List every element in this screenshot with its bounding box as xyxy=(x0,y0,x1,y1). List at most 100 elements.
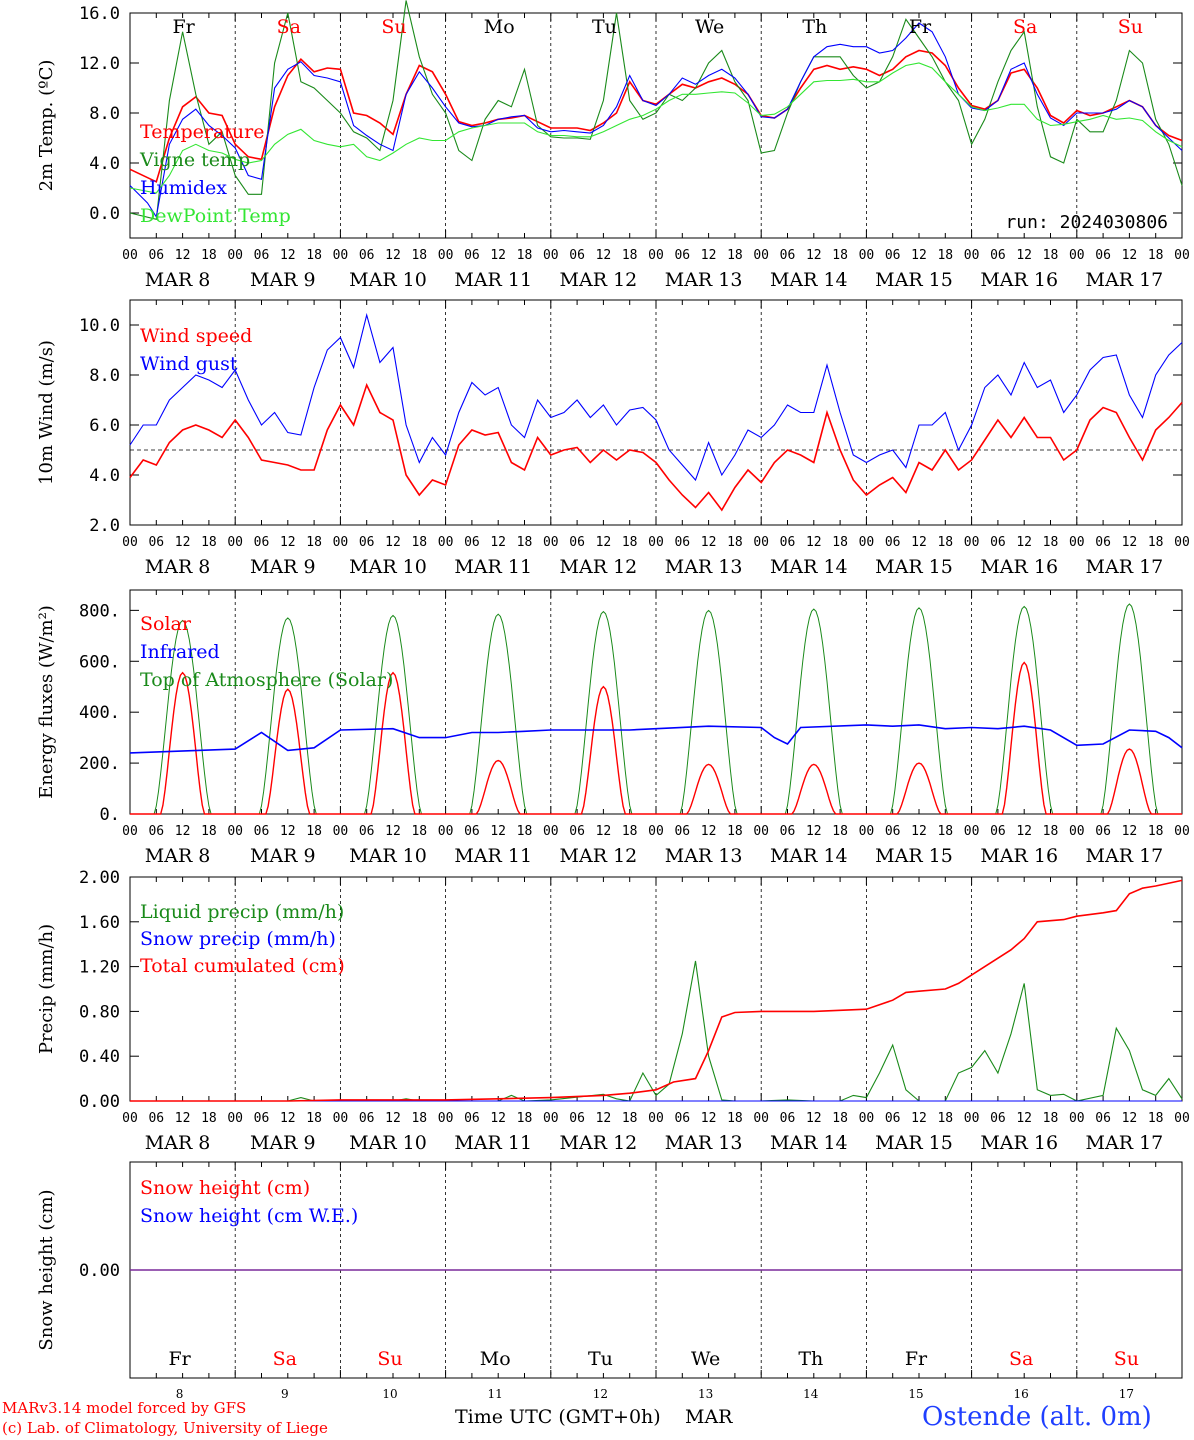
weekday-label: Th xyxy=(802,16,827,38)
hour-tick-label: 00 xyxy=(438,824,454,839)
date-label: MAR 10 xyxy=(349,269,427,291)
hour-tick-label: 12 xyxy=(175,824,191,839)
hour-tick-label: 12 xyxy=(385,824,401,839)
date-label: MAR 14 xyxy=(770,1132,848,1154)
solar-line xyxy=(866,762,972,815)
hour-tick-label: 06 xyxy=(148,535,164,550)
date-label: MAR 13 xyxy=(665,845,743,867)
hour-tick-label: 12 xyxy=(806,1111,822,1126)
hour-tick-label: 12 xyxy=(911,1111,927,1126)
y-axis-label: 10m Wind (m/s) xyxy=(36,340,57,485)
hour-tick-label: 00 xyxy=(964,824,980,839)
weekday-label-bottom: Sa xyxy=(1009,1348,1033,1370)
hour-tick-label: 00 xyxy=(859,248,875,263)
hour-tick-label: 06 xyxy=(254,824,270,839)
hour-tick-label: 12 xyxy=(911,248,927,263)
hour-tick-label: 06 xyxy=(464,535,480,550)
y-tick-label: 2.0 xyxy=(89,516,120,536)
hour-tick-label: 06 xyxy=(990,248,1006,263)
hour-tick-label: 12 xyxy=(490,535,506,550)
hour-tick-label: 06 xyxy=(990,824,1006,839)
date-label: MAR 15 xyxy=(875,269,953,291)
legend-entry: Infrared xyxy=(140,641,220,663)
solar-line xyxy=(1076,748,1182,815)
hour-tick-label: 06 xyxy=(569,1111,585,1126)
hour-tick-label: 06 xyxy=(569,535,585,550)
hour-tick-label: 00 xyxy=(1174,248,1190,263)
date-label: MAR 8 xyxy=(145,556,211,578)
weekday-label: Fr xyxy=(909,16,932,38)
hour-tick-label: 18 xyxy=(1043,1111,1059,1126)
hour-tick-label: 00 xyxy=(543,1111,559,1126)
hour-tick-label: 06 xyxy=(674,1111,690,1126)
legend-entry: Humidex xyxy=(140,177,227,199)
hour-tick-label: 18 xyxy=(832,535,848,550)
hour-tick-label: 18 xyxy=(727,1111,743,1126)
hour-tick-label: 12 xyxy=(280,1111,296,1126)
date-label: MAR 14 xyxy=(770,269,848,291)
y-tick-label: 0.00 xyxy=(79,1261,120,1281)
legend-entry: Wind speed xyxy=(140,325,252,347)
hour-tick-label: 00 xyxy=(543,535,559,550)
hour-tick-label: 18 xyxy=(1148,535,1164,550)
hour-tick-label: 18 xyxy=(201,824,217,839)
solar-line xyxy=(550,685,656,815)
hour-tick-label: 18 xyxy=(517,248,533,263)
hour-tick-label: 00 xyxy=(227,535,243,550)
series-line-darkgreen xyxy=(129,0,1183,220)
date-label: MAR 10 xyxy=(349,1132,427,1154)
date-label: MAR 9 xyxy=(250,1132,316,1154)
hour-tick-label: 06 xyxy=(254,1111,270,1126)
hour-tick-label: 00 xyxy=(122,535,138,550)
hour-tick-label: 12 xyxy=(385,535,401,550)
date-label: MAR 11 xyxy=(454,1132,532,1154)
weekday-label: Sa xyxy=(277,16,301,38)
hour-tick-label: 12 xyxy=(701,1111,717,1126)
date-label: MAR 14 xyxy=(770,556,848,578)
day-number-label: 15 xyxy=(908,1387,923,1401)
date-label: MAR 17 xyxy=(1086,269,1164,291)
legend-entry: Top of Atmosphere (Solar) xyxy=(140,669,393,691)
weekday-label: We xyxy=(695,16,724,38)
day-number-label: 16 xyxy=(1014,1387,1029,1401)
series-line-lightgreen xyxy=(129,62,1183,194)
weekday-label-bottom: Su xyxy=(377,1348,402,1370)
hour-tick-label: 00 xyxy=(438,248,454,263)
hour-tick-label: 18 xyxy=(937,248,953,263)
y-tick-label: 0.40 xyxy=(79,1047,120,1067)
hour-tick-label: 18 xyxy=(1043,824,1059,839)
toa-solar-line xyxy=(866,607,972,815)
hour-tick-label: 12 xyxy=(385,1111,401,1126)
y-tick-label: 1.20 xyxy=(79,958,120,978)
solar-line xyxy=(761,763,867,815)
hour-tick-label: 06 xyxy=(780,824,796,839)
hour-tick-label: 00 xyxy=(227,248,243,263)
solar-line xyxy=(445,759,551,815)
hour-tick-label: 06 xyxy=(569,824,585,839)
weekday-label-bottom: Sa xyxy=(273,1348,297,1370)
weekday-label-bottom: Th xyxy=(798,1348,823,1370)
hour-tick-label: 06 xyxy=(359,248,375,263)
hour-tick-label: 06 xyxy=(990,535,1006,550)
weekday-label-bottom: Tu xyxy=(588,1348,613,1370)
date-label: MAR 12 xyxy=(560,1132,638,1154)
date-label: MAR 8 xyxy=(145,845,211,867)
hour-tick-label: 00 xyxy=(648,535,664,550)
date-label: MAR 17 xyxy=(1086,845,1164,867)
y-tick-label: 600. xyxy=(79,652,120,672)
hour-tick-label: 00 xyxy=(648,1111,664,1126)
toa-solar-line xyxy=(340,614,446,815)
hour-tick-label: 12 xyxy=(175,248,191,263)
y-tick-label: 4.0 xyxy=(89,466,120,486)
date-label: MAR 8 xyxy=(145,1132,211,1154)
series-line-red xyxy=(129,382,1183,512)
hour-tick-label: 12 xyxy=(385,248,401,263)
hour-tick-label: 06 xyxy=(254,248,270,263)
weekday-label-bottom: Su xyxy=(1114,1348,1139,1370)
legend-entry: Snow height (cm) xyxy=(140,1177,310,1199)
hour-tick-label: 12 xyxy=(490,1111,506,1126)
hour-tick-label: 00 xyxy=(333,824,349,839)
hour-tick-label: 12 xyxy=(1122,248,1138,263)
run-annotation: run: 2024030806 xyxy=(1005,212,1168,233)
toa-solar-line xyxy=(656,609,762,815)
